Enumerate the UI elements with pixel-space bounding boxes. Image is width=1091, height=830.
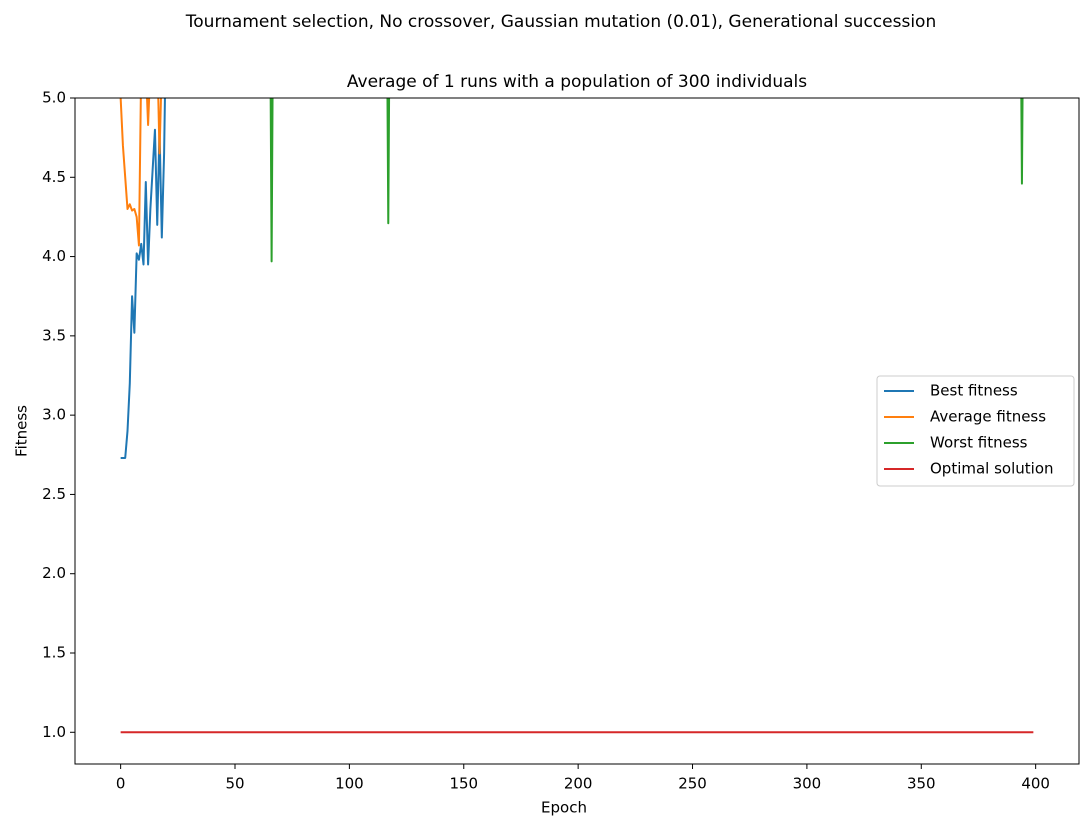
x-axis-label: Epoch <box>541 799 587 817</box>
legend-label: Optimal solution <box>930 460 1054 478</box>
y-tick-label: 1.5 <box>42 644 66 662</box>
legend-box <box>876 375 1075 487</box>
y-tick-label: 1.0 <box>42 723 66 741</box>
x-tick-label: 350 <box>907 775 936 793</box>
series-line <box>269 98 1024 263</box>
y-tick-label: 3.0 <box>42 406 66 424</box>
legend-label: Average fitness <box>930 408 1046 426</box>
plot-lines <box>119 98 1034 734</box>
chart-title: Average of 1 runs with a population of 3… <box>347 72 807 92</box>
x-tick-label: 300 <box>793 775 822 793</box>
y-tick-label: 2.0 <box>42 564 66 582</box>
legend-label: Worst fitness <box>930 434 1028 452</box>
x-tick-label: 400 <box>1021 775 1050 793</box>
x-tick-label: 0 <box>116 775 126 793</box>
suptitle: Tournament selection, No crossover, Gaus… <box>185 12 936 32</box>
y-tick-label: 5.0 <box>42 89 66 107</box>
y-tick-label: 4.5 <box>42 168 66 186</box>
y-tick-label: 2.5 <box>42 485 66 503</box>
x-tick-label: 50 <box>225 775 244 793</box>
x-tick-label: 250 <box>678 775 707 793</box>
legend: Best fitness Average fitness Worst fitness… <box>876 375 1075 487</box>
y-tick-label: 3.5 <box>42 326 66 344</box>
plot-frame <box>74 97 1080 765</box>
y-tick-label: 4.0 <box>42 247 66 265</box>
series-line <box>120 98 166 459</box>
y-axis-label: Fitness <box>13 405 31 457</box>
x-tick-label: 150 <box>449 775 478 793</box>
legend-label: Best fitness <box>930 382 1018 400</box>
series-line <box>119 98 162 247</box>
x-tick-label: 100 <box>335 775 364 793</box>
x-tick-label: 200 <box>564 775 593 793</box>
